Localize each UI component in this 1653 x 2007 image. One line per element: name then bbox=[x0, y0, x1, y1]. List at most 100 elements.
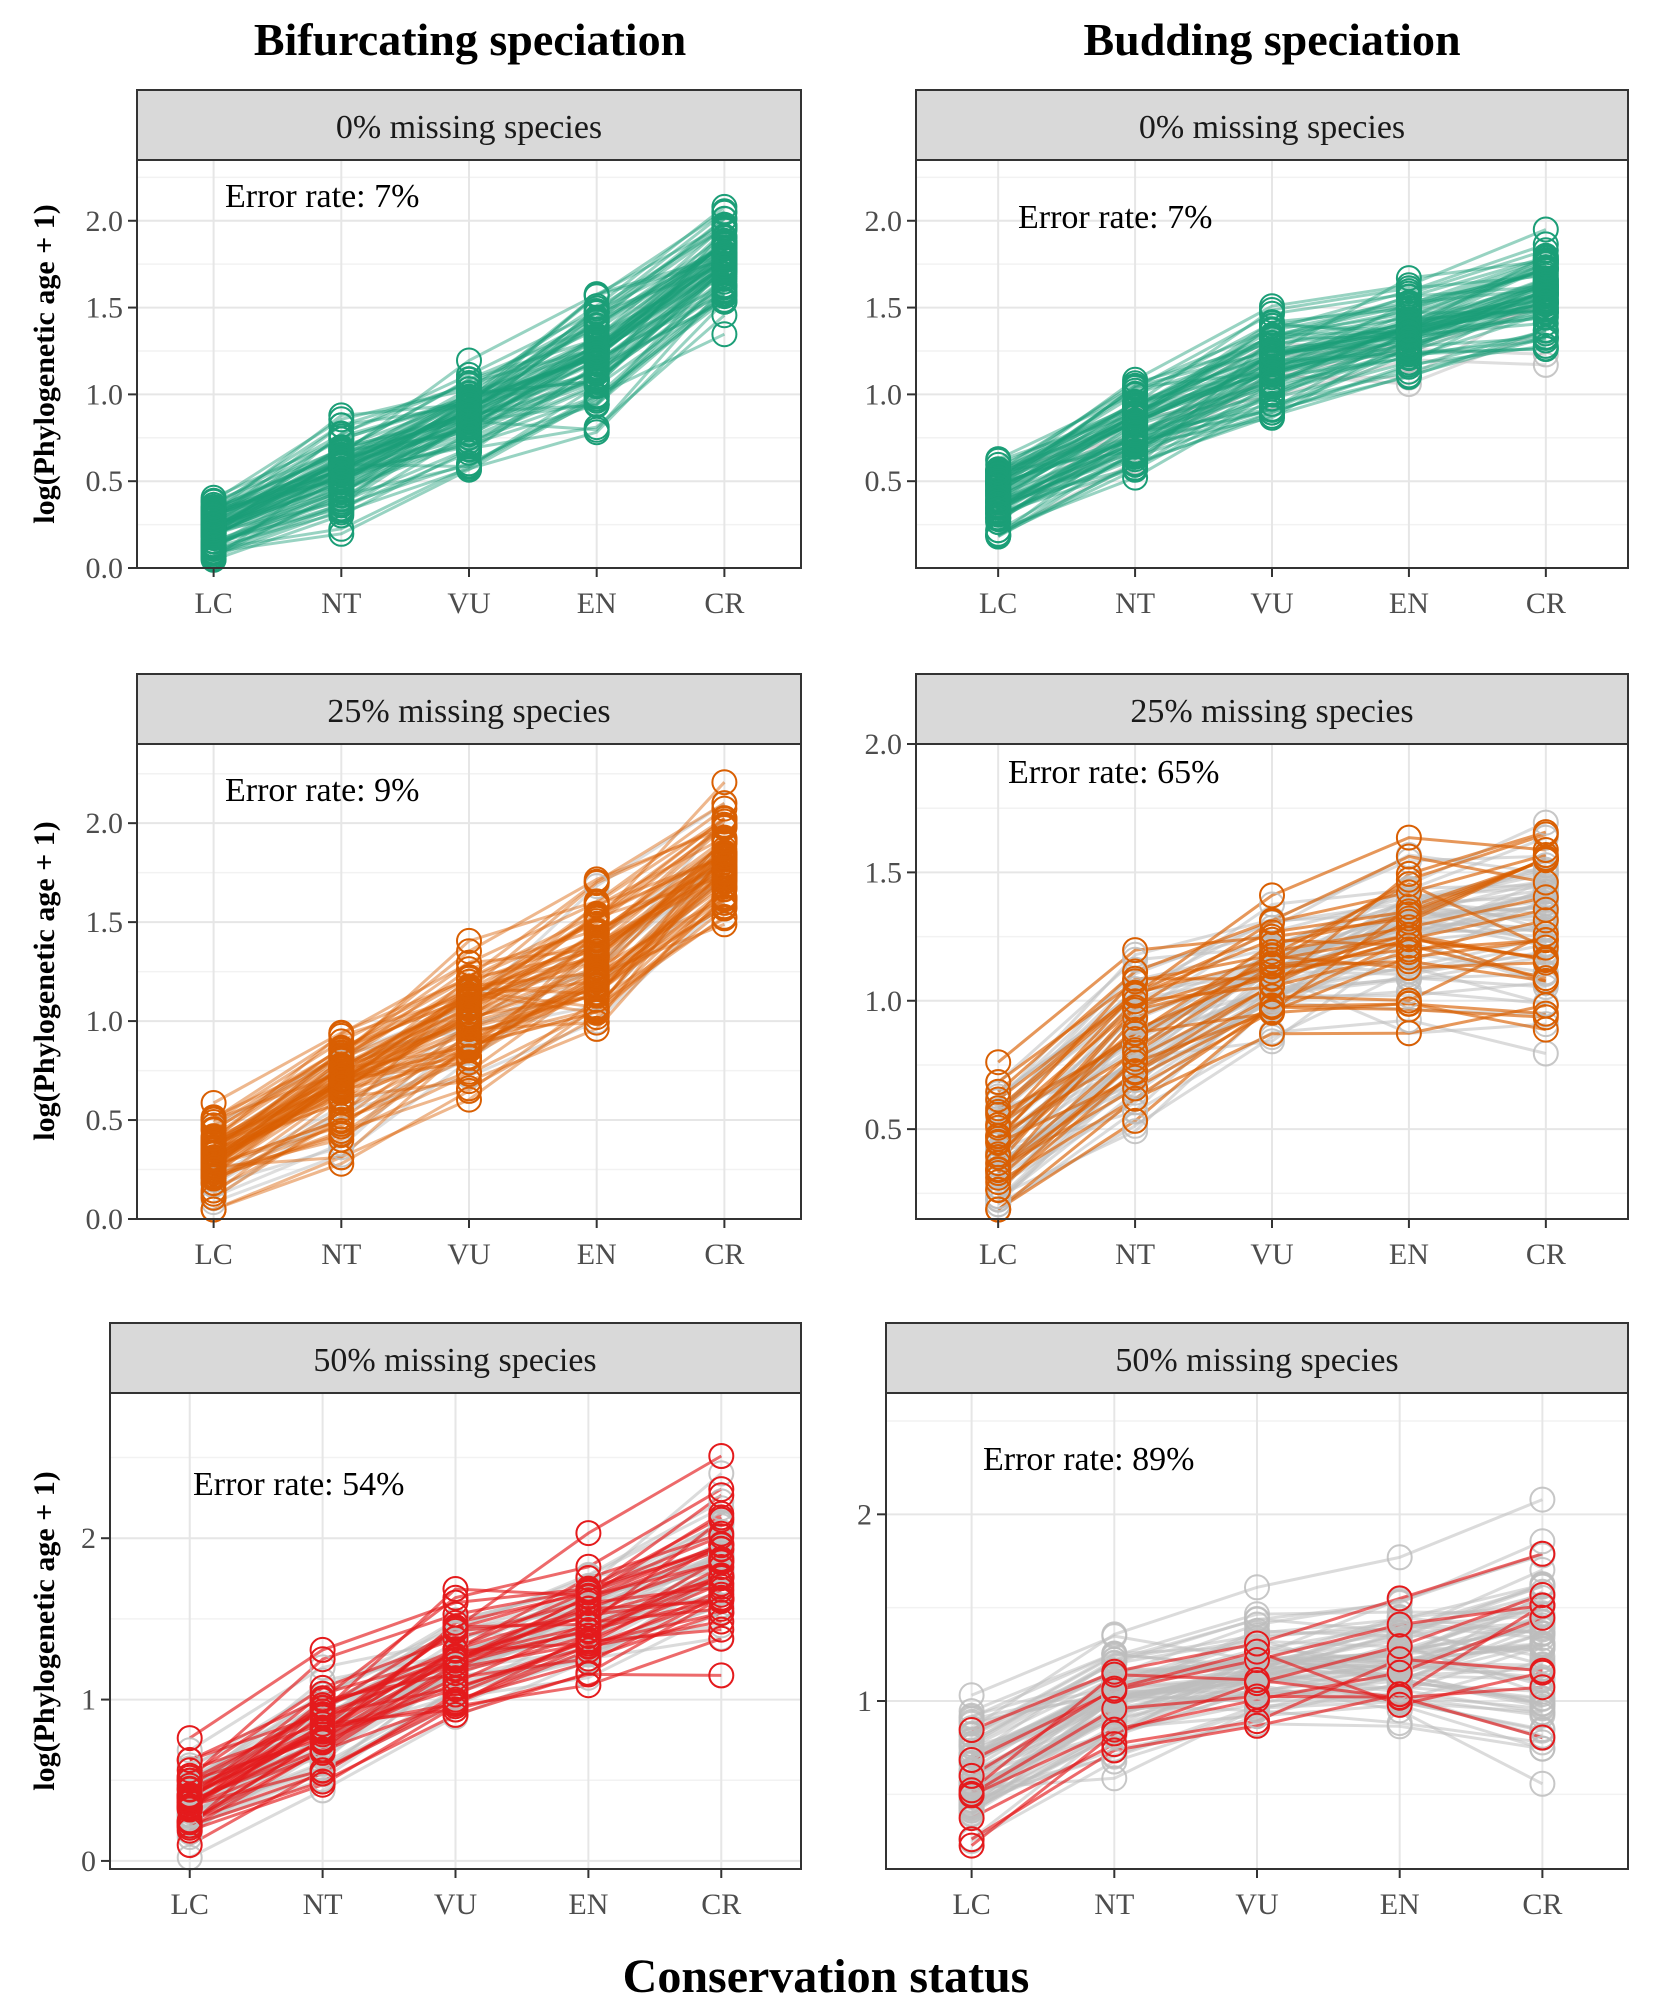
x-tick-label: LC bbox=[171, 1888, 209, 1921]
strip-label: 25% missing species bbox=[327, 693, 610, 730]
data-point bbox=[442, 1690, 469, 1717]
y-tick-label: 1.0 bbox=[86, 378, 124, 411]
y-tick-label: 0.5 bbox=[865, 1113, 903, 1146]
data-point bbox=[1259, 958, 1285, 985]
data-point bbox=[1259, 312, 1285, 339]
data-point bbox=[1122, 1037, 1149, 1064]
panel-3: 25% missing species 0.5 1.0 1.5 2.0 LC NT VU EN… bbox=[865, 673, 1629, 1271]
y-tick-label: 2.0 bbox=[865, 728, 903, 761]
data-point bbox=[1259, 999, 1285, 1026]
data-point bbox=[985, 1160, 1012, 1186]
series-line-matched bbox=[213, 223, 726, 511]
strip-label: 25% missing species bbox=[1130, 693, 1413, 730]
strip-box bbox=[136, 673, 802, 745]
axes: 0.0 0.5 1.0 1.5 2.0 LC NT VU EN CR bbox=[86, 807, 745, 1271]
data-point bbox=[711, 876, 738, 903]
data-point bbox=[328, 1035, 355, 1062]
data-point bbox=[1259, 297, 1285, 323]
y-tick-label: 1.0 bbox=[86, 1005, 124, 1038]
data-point bbox=[1386, 1611, 1413, 1638]
data-point bbox=[708, 1554, 735, 1580]
data-point bbox=[583, 953, 610, 980]
y-tick-label: 2 bbox=[857, 1498, 872, 1531]
data-point bbox=[711, 911, 738, 938]
series-line-matched bbox=[213, 293, 726, 557]
data-point bbox=[1532, 896, 1559, 923]
data-point bbox=[711, 198, 738, 225]
data-point bbox=[711, 223, 738, 250]
y-tick-label: 0.0 bbox=[86, 1203, 124, 1236]
data-point bbox=[328, 1076, 355, 1103]
data-point bbox=[583, 419, 610, 446]
data-point bbox=[456, 938, 482, 965]
data-point bbox=[1122, 1049, 1149, 1076]
data-point bbox=[1386, 1633, 1413, 1660]
data-point bbox=[1259, 340, 1285, 367]
data-point bbox=[1101, 1765, 1128, 1792]
data-point bbox=[1122, 1107, 1149, 1134]
data-point bbox=[958, 1826, 985, 1853]
data-point bbox=[456, 1075, 482, 1102]
data-point bbox=[575, 1633, 602, 1660]
series-group bbox=[176, 1443, 735, 1871]
series-line-matched bbox=[970, 1616, 1543, 1797]
data-point bbox=[200, 1177, 227, 1204]
error-rate-annotation: Error rate: 9% bbox=[225, 772, 419, 809]
strip-box bbox=[136, 89, 802, 161]
axes: 0.5 1.0 1.5 2.0 LC NT VU EN CR bbox=[865, 728, 1566, 1271]
data-point bbox=[309, 1702, 336, 1729]
data-point bbox=[328, 1108, 355, 1135]
data-point bbox=[328, 439, 355, 466]
data-point bbox=[1244, 1574, 1270, 1601]
data-point bbox=[176, 1747, 203, 1773]
data-point bbox=[708, 1616, 735, 1643]
data-point bbox=[1529, 1625, 1556, 1651]
x-tick-label: VU bbox=[1250, 587, 1294, 620]
data-point bbox=[985, 500, 1012, 527]
data-point bbox=[1244, 1667, 1270, 1693]
data-point bbox=[1529, 1528, 1556, 1555]
data-point bbox=[1259, 395, 1285, 422]
series-line-matched bbox=[212, 211, 726, 507]
data-point bbox=[328, 412, 355, 439]
data-point bbox=[309, 1680, 336, 1707]
panel-5: 50% missing species 1 2 LC NT VU EN CR Error r… bbox=[857, 1322, 1629, 1921]
data-point bbox=[1529, 1604, 1556, 1631]
data-point bbox=[708, 1500, 735, 1527]
data-point bbox=[1529, 1486, 1556, 1513]
x-tick-label: LC bbox=[979, 587, 1017, 620]
data-point bbox=[708, 1565, 735, 1591]
data-point bbox=[1122, 994, 1149, 1021]
data-point bbox=[176, 1782, 203, 1809]
data-point bbox=[1101, 1748, 1128, 1775]
data-point bbox=[575, 1645, 602, 1672]
data-point bbox=[1122, 1118, 1149, 1145]
data-point bbox=[583, 967, 610, 994]
column-title-budding: Budding speciation bbox=[1083, 14, 1460, 65]
data-point bbox=[1122, 380, 1149, 407]
series-line-matched bbox=[997, 329, 1547, 517]
series-line-matched bbox=[997, 314, 1547, 519]
data-point bbox=[442, 1625, 469, 1652]
data-point bbox=[583, 917, 610, 944]
data-point bbox=[1122, 1085, 1149, 1112]
data-point bbox=[456, 412, 482, 439]
data-point bbox=[708, 1585, 735, 1612]
data-point bbox=[456, 452, 482, 479]
data-point bbox=[200, 531, 227, 558]
data-point bbox=[1395, 275, 1422, 302]
data-point bbox=[1395, 990, 1422, 1017]
data-point bbox=[1259, 882, 1285, 909]
data-point bbox=[958, 1832, 985, 1859]
data-point bbox=[985, 522, 1012, 548]
data-point bbox=[985, 489, 1012, 516]
data-point bbox=[1101, 1695, 1128, 1722]
y-tick-label: 0.5 bbox=[865, 465, 903, 498]
data-point bbox=[442, 1660, 469, 1687]
data-point bbox=[583, 382, 610, 409]
data-point bbox=[1101, 1668, 1128, 1695]
data-point bbox=[176, 1725, 203, 1752]
error-rate-annotation: Error rate: 7% bbox=[225, 178, 419, 215]
data-point bbox=[1386, 1620, 1413, 1647]
data-point bbox=[1532, 216, 1559, 243]
